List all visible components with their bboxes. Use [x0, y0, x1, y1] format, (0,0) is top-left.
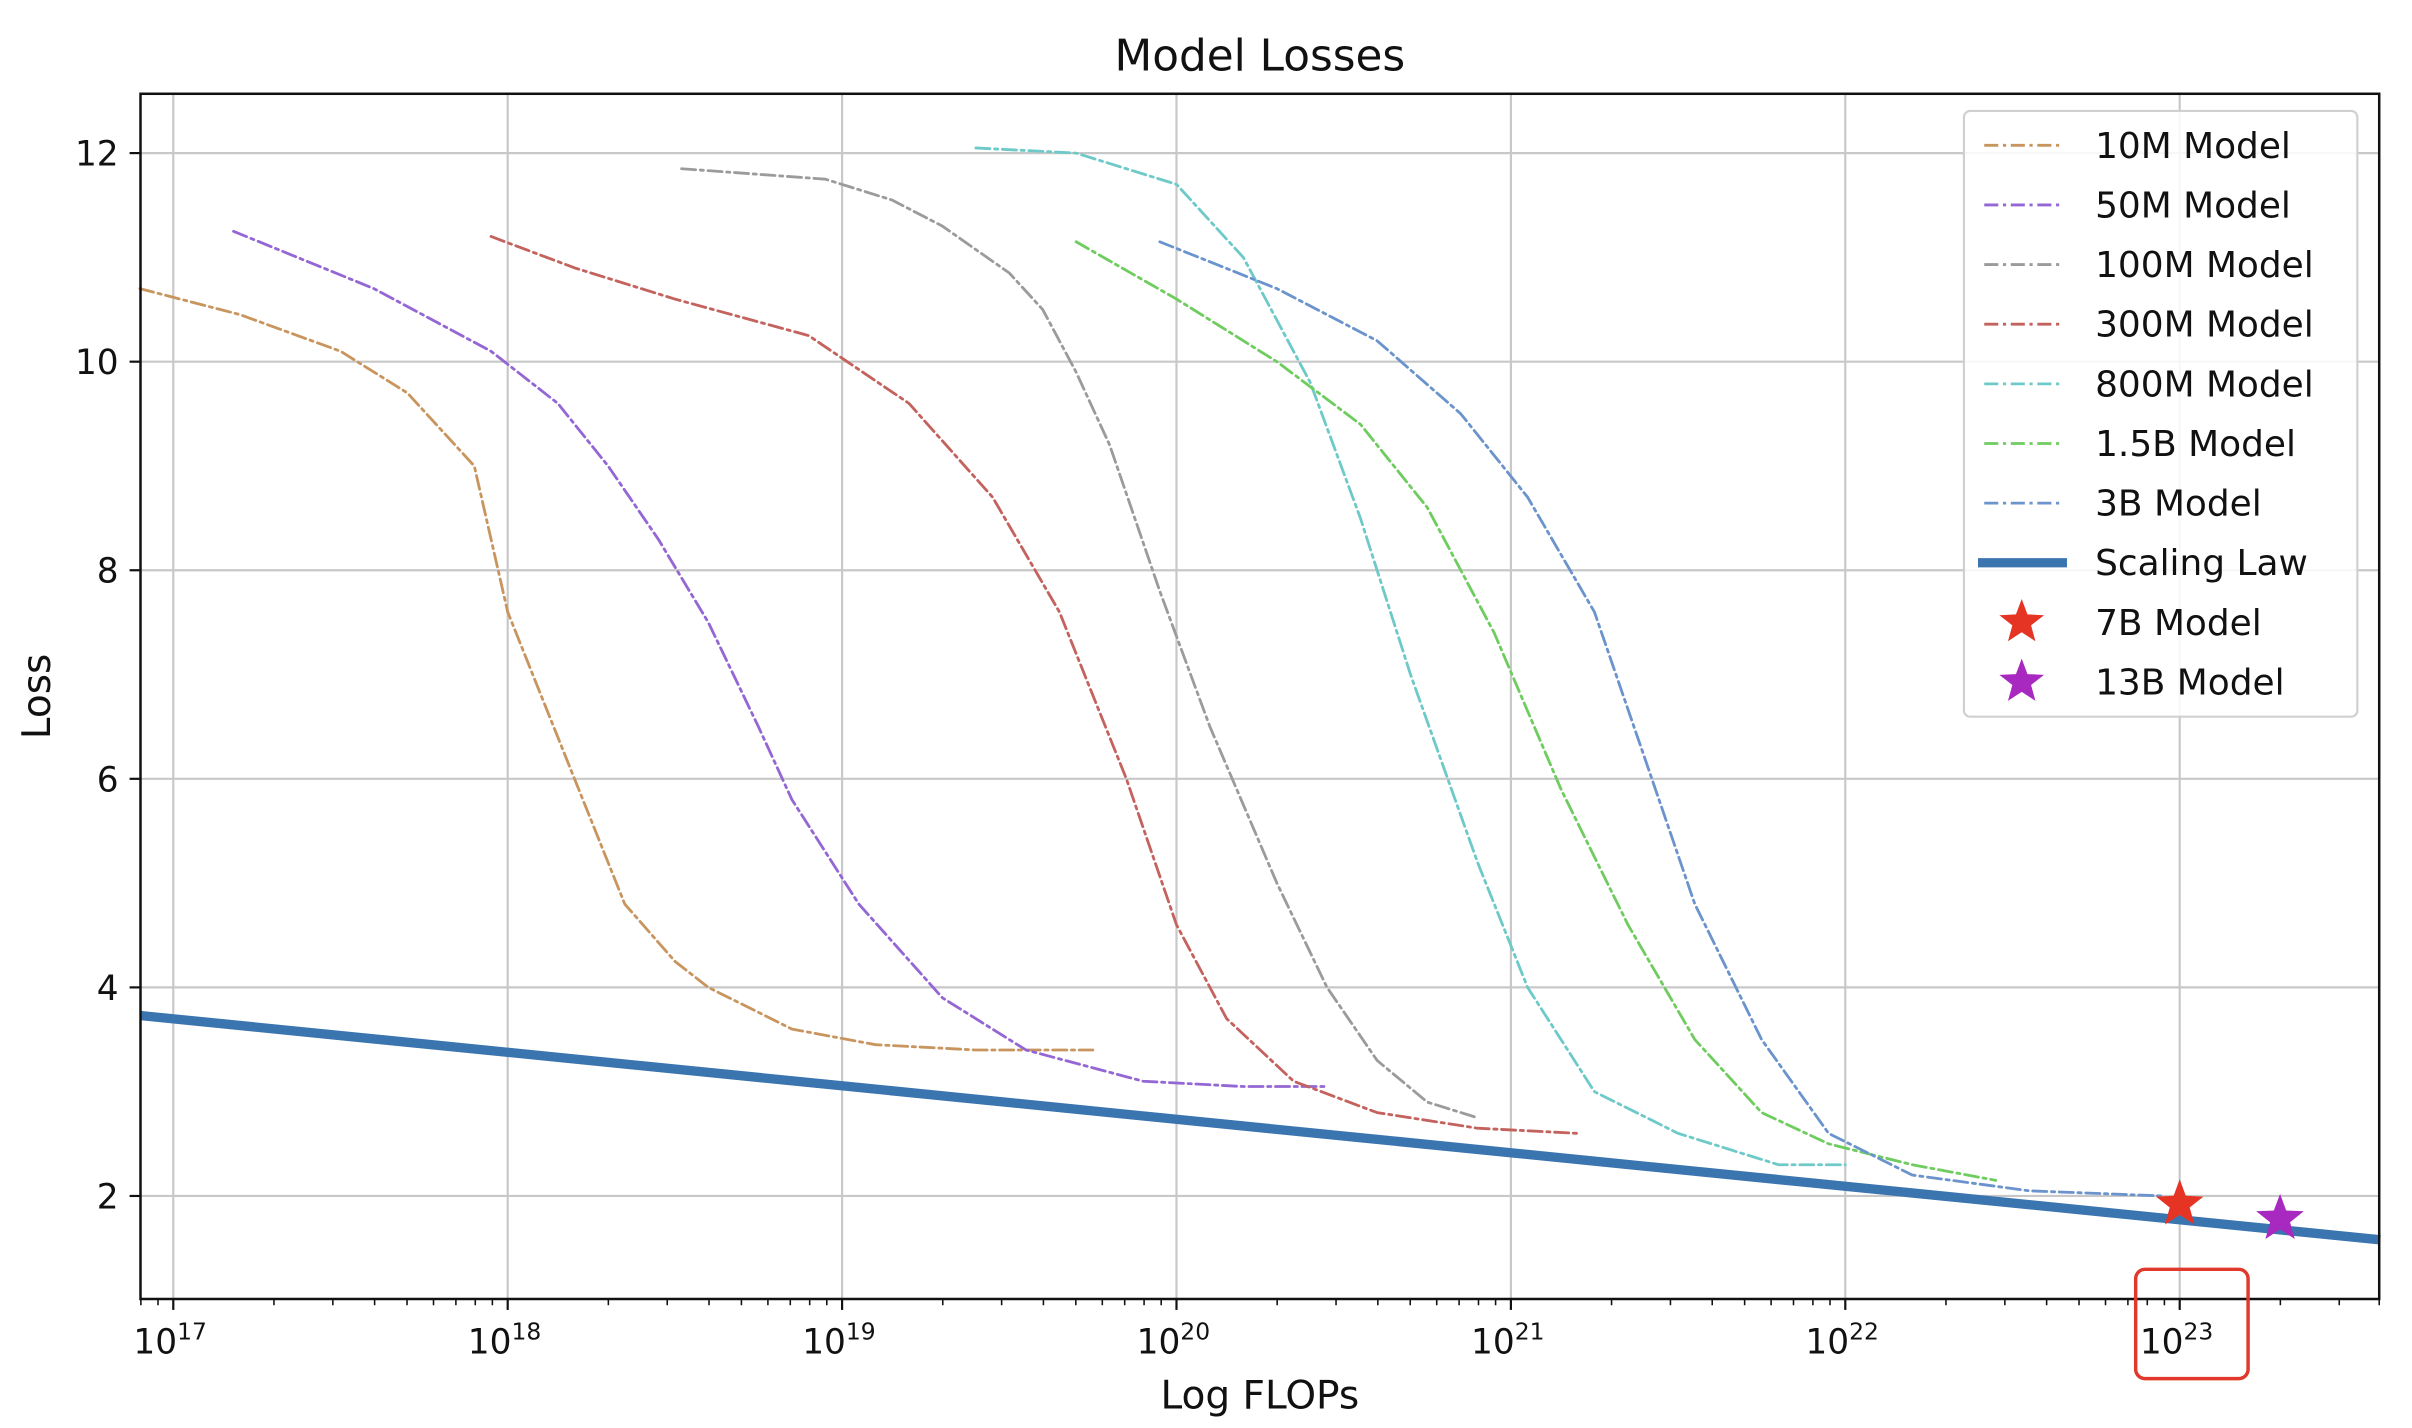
x-tick-label: 1017: [133, 1318, 206, 1363]
series-300m-model: [489, 235, 1580, 1135]
series-1-5b-model: [1074, 240, 1998, 1182]
y-tick-label: 8: [97, 552, 119, 592]
y-tick-label: 4: [97, 969, 119, 1009]
legend-label: 800M Model: [2095, 364, 2314, 405]
x-tick-label: 1023: [2140, 1318, 2213, 1363]
y-tick-label: 12: [75, 135, 119, 175]
y-tick-label: 2: [97, 1177, 119, 1217]
x-axis-label: Log FLOPs: [1160, 1373, 1359, 1418]
star-icon: [2256, 1193, 2304, 1240]
chart-title: Model Losses: [1115, 30, 1406, 81]
axis-ticks: 2 4 6 8 10 12 1017 1018 1019 1020 1021 1022 1023: [75, 135, 2380, 1363]
series-scaling-law: [139, 1010, 2381, 1245]
highlight-box-10-23: [2133, 1267, 2250, 1381]
legend-label: 3B Model: [2095, 484, 2262, 525]
legend-label: Scaling Law: [2095, 543, 2308, 584]
star-icon: [1999, 598, 2045, 642]
x-tick-label: 1020: [1137, 1318, 1210, 1363]
series-lines: [138, 146, 2381, 1245]
series-10m-model: [138, 287, 1095, 1052]
legend-label: 300M Model: [2095, 305, 2314, 346]
x-tick-label: 1022: [1805, 1318, 1878, 1363]
legend-label: 10M Model: [2095, 126, 2291, 167]
series-50m-model: [232, 229, 1329, 1088]
series-100m-model: [680, 167, 1479, 1120]
y-tick-label: 10: [75, 343, 119, 383]
x-tick-label: 1021: [1471, 1318, 1544, 1363]
legend: 10M Model 50M Model 100M Model 300M Model 80…: [1962, 109, 2359, 718]
plot-frame: [139, 92, 2381, 1301]
legend-label: 7B Model: [2095, 603, 2262, 644]
series-3b-model: [1158, 240, 2165, 1198]
y-tick-label: 6: [97, 760, 119, 800]
star-markers: [2155, 1179, 2304, 1240]
legend-label: 100M Model: [2095, 245, 2314, 286]
legend-label: 1.5B Model: [2095, 424, 2296, 465]
legend-label: 13B Model: [2095, 663, 2284, 704]
x-tick-label: 1018: [468, 1318, 541, 1363]
y-axis-label: Loss: [15, 654, 60, 740]
star-icon: [1999, 658, 2045, 701]
x-tick-label: 1019: [802, 1318, 875, 1363]
legend-label: 50M Model: [2095, 185, 2291, 226]
star-icon: [2155, 1179, 2204, 1225]
series-800m-model: [974, 146, 1847, 1167]
